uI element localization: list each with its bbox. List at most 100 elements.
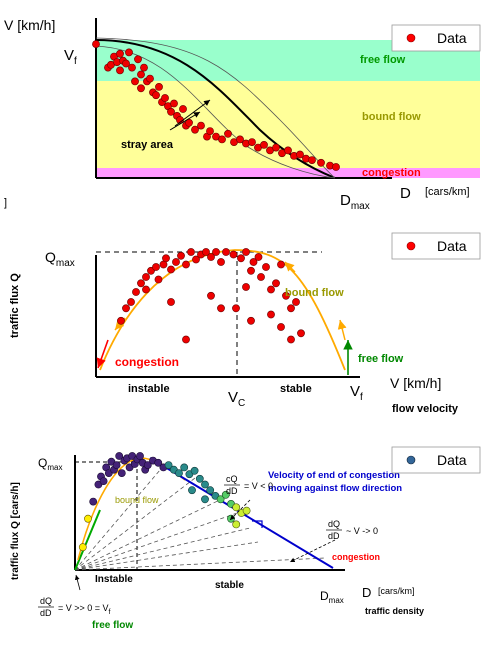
c2-bound-flow-label: bound flow — [285, 287, 344, 299]
data-point — [221, 490, 230, 499]
c3-dmax-label: Dmax — [320, 589, 344, 605]
c3-data-points — [78, 452, 251, 552]
data-point — [116, 66, 124, 75]
data-point — [187, 248, 195, 256]
data-point — [161, 94, 169, 102]
c3-fundamental-curve — [77, 457, 186, 561]
data-point — [117, 316, 125, 325]
data-point — [99, 477, 108, 485]
data-point — [122, 304, 130, 313]
c3-free-flow-line — [74, 509, 101, 571]
data-point — [212, 248, 220, 256]
data-point — [115, 452, 124, 460]
data-point — [195, 474, 204, 483]
data-point — [247, 266, 255, 275]
c3-unit-label: [cars/km] — [378, 586, 415, 596]
data-point — [185, 118, 193, 127]
c1-d-label: D — [400, 185, 411, 202]
svg-text:= V >> 0 = Vf: = V >> 0 = Vf — [58, 603, 111, 616]
c3-stable-label: stable — [215, 580, 244, 591]
c3-legend-marker — [406, 455, 416, 465]
data-point — [117, 469, 126, 477]
data-point — [89, 497, 98, 506]
data-point — [197, 121, 205, 130]
data-point — [78, 543, 87, 552]
c3-dq-arrow — [289, 539, 336, 563]
c1-unit-label: [cars/km] — [425, 186, 470, 198]
c2-congestion-label: congestion — [115, 355, 179, 369]
data-point — [272, 279, 280, 288]
c3-fan-lines — [74, 469, 326, 571]
data-point — [297, 329, 305, 338]
data-point — [267, 310, 275, 319]
data-point — [217, 258, 225, 266]
svg-text:cQ: cQ — [226, 474, 238, 484]
c3-bound-flow-label: bound flow — [115, 495, 159, 505]
data-point — [137, 70, 145, 79]
data-point — [175, 469, 183, 477]
data-point — [332, 163, 340, 171]
c3-qmax-label: Qmax — [38, 456, 62, 472]
c2-x-axis-sublabel: flow velocity — [392, 403, 459, 415]
data-point — [277, 323, 285, 331]
data-point — [125, 48, 133, 57]
data-point — [116, 49, 124, 58]
c1-legend-marker — [406, 33, 416, 43]
data-point — [282, 291, 290, 300]
data-point — [122, 59, 130, 68]
c1-model-curve — [95, 39, 336, 179]
data-point — [267, 285, 275, 294]
data-point — [216, 495, 225, 504]
data-point — [180, 463, 189, 472]
data-point — [242, 283, 250, 291]
c3-congestion-label: congestion — [332, 552, 380, 562]
c1-stray-arrow — [174, 99, 211, 127]
c1-lower-bound-curve — [95, 45, 336, 179]
data-point — [142, 285, 150, 294]
data-point — [179, 105, 187, 113]
data-point — [206, 486, 215, 495]
c2-y-axis-label: traffic flux Q — [9, 273, 21, 338]
data-point — [154, 458, 163, 467]
data-point — [232, 503, 241, 512]
c3-formula-1: cQ dD = V < 0 — [224, 474, 273, 496]
data-point — [146, 74, 154, 83]
c3-velocity-label: Velocity of end of congestion — [268, 470, 400, 481]
data-point — [137, 279, 145, 288]
c3-instable-label: Instable — [95, 574, 133, 585]
data-point — [247, 316, 255, 325]
c3-d-label: D — [362, 585, 371, 600]
data-point — [262, 263, 270, 271]
c1-y-axis-label: V [km/h] — [4, 17, 55, 33]
data-point — [192, 255, 200, 264]
data-point — [191, 125, 199, 134]
c2-legend-label: Data — [437, 238, 467, 254]
c2-curve-arrow — [337, 319, 347, 341]
data-point — [284, 146, 292, 155]
c1-legend: Data — [391, 24, 481, 52]
data-point — [167, 265, 175, 274]
c3-legend: Data — [391, 446, 481, 474]
data-point — [188, 486, 196, 495]
c1-bound-flow-label: bound flow — [362, 111, 421, 123]
c2-legend-marker — [406, 241, 416, 251]
data-point — [237, 254, 245, 263]
data-point — [257, 273, 265, 281]
data-point — [254, 253, 263, 261]
data-point — [84, 514, 92, 523]
data-point — [136, 452, 144, 460]
c3-free-flow-label: free flow — [92, 620, 133, 631]
data-point — [242, 248, 250, 256]
c2-legend: Data — [391, 232, 481, 260]
c2-free-flow-label: free flow — [358, 353, 404, 365]
c2-vf-label: Vf — [350, 383, 363, 403]
data-point — [207, 253, 215, 261]
congestion-region — [96, 168, 480, 178]
svg-text:dD: dD — [328, 531, 340, 541]
data-point — [134, 55, 142, 64]
data-point — [143, 461, 152, 469]
c3-velocity-label: moving against flow direction — [268, 483, 402, 494]
data-point — [154, 275, 163, 284]
data-point — [142, 273, 150, 281]
data-point — [287, 335, 295, 344]
